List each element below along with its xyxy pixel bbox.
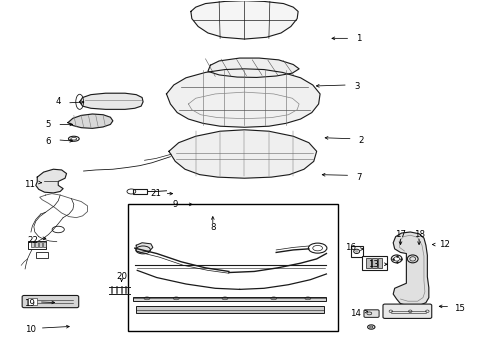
Text: 22: 22	[27, 236, 38, 245]
Text: 16: 16	[345, 243, 356, 252]
Text: 6: 6	[46, 137, 51, 146]
Bar	[133, 189, 147, 194]
Polygon shape	[190, 1, 298, 39]
Polygon shape	[392, 232, 428, 306]
FancyBboxPatch shape	[363, 310, 378, 318]
Text: 15: 15	[453, 304, 464, 313]
Text: 21: 21	[150, 189, 161, 198]
Bar	[36, 252, 48, 258]
Polygon shape	[168, 130, 316, 178]
Text: 5: 5	[46, 120, 51, 129]
Bar	[366, 258, 370, 267]
Bar	[371, 258, 376, 267]
Text: 1: 1	[356, 34, 361, 43]
Polygon shape	[207, 58, 299, 77]
Ellipse shape	[354, 250, 357, 252]
Text: 18: 18	[413, 230, 424, 239]
FancyBboxPatch shape	[22, 296, 79, 308]
Bar	[42, 242, 45, 247]
Bar	[361, 256, 386, 270]
Bar	[350, 246, 362, 257]
Bar	[39, 242, 41, 247]
Polygon shape	[80, 93, 143, 109]
Polygon shape	[166, 69, 320, 127]
Text: 20: 20	[116, 272, 127, 281]
Text: 8: 8	[210, 223, 215, 232]
Text: 4: 4	[55, 96, 61, 105]
Text: 7: 7	[356, 173, 361, 182]
Bar	[31, 242, 34, 247]
Text: 12: 12	[438, 240, 449, 249]
Polygon shape	[136, 243, 153, 252]
Polygon shape	[36, 169, 66, 193]
FancyBboxPatch shape	[382, 304, 431, 319]
Text: 3: 3	[353, 82, 359, 91]
Text: 13: 13	[367, 260, 378, 269]
Text: 14: 14	[349, 309, 361, 318]
Bar	[35, 242, 38, 247]
Bar	[28, 298, 37, 305]
Bar	[136, 306, 324, 314]
Text: 19: 19	[24, 299, 35, 308]
Text: 9: 9	[172, 200, 178, 209]
Bar	[377, 258, 382, 267]
Text: 17: 17	[394, 230, 405, 239]
Bar	[133, 297, 326, 301]
Bar	[128, 204, 337, 331]
Text: 10: 10	[25, 325, 36, 334]
Bar	[27, 241, 46, 249]
Text: 11: 11	[24, 180, 35, 189]
Polygon shape	[68, 114, 113, 129]
Text: 2: 2	[358, 136, 364, 145]
